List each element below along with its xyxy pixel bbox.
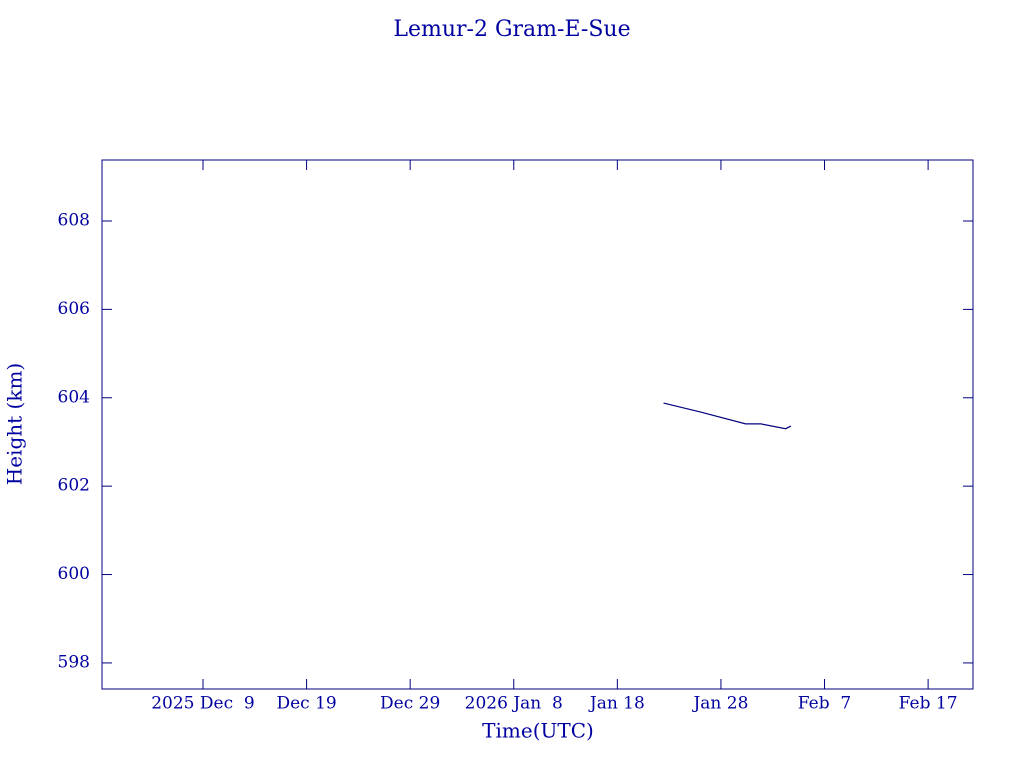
- y-tick-label: 604: [58, 387, 90, 407]
- x-tick-label: Dec 19: [276, 694, 336, 714]
- plot-frame: [101, 159, 974, 690]
- x-tick-label: 2025 Dec 9: [151, 694, 255, 714]
- x-axis-label: Time(UTC): [482, 719, 594, 743]
- x-tick-label: Jan 28: [691, 694, 748, 714]
- y-tick-label: 600: [58, 564, 90, 584]
- x-tick-label: Jan 18: [588, 694, 645, 714]
- x-tick-label: Feb 7: [798, 694, 851, 714]
- y-tick-label: 608: [58, 210, 90, 230]
- y-tick-label: 602: [58, 476, 90, 496]
- data-line: [663, 402, 792, 430]
- y-tick-label: 606: [58, 299, 90, 319]
- chart-title: Lemur-2 Gram-E-Sue: [393, 17, 630, 42]
- y-axis-label: Height (km): [3, 363, 27, 485]
- y-tick-label: 598: [58, 652, 90, 672]
- x-tick-label: 2026 Jan 8: [465, 694, 563, 714]
- x-tick-label: Feb 17: [899, 694, 958, 714]
- x-tick-label: Dec 29: [380, 694, 440, 714]
